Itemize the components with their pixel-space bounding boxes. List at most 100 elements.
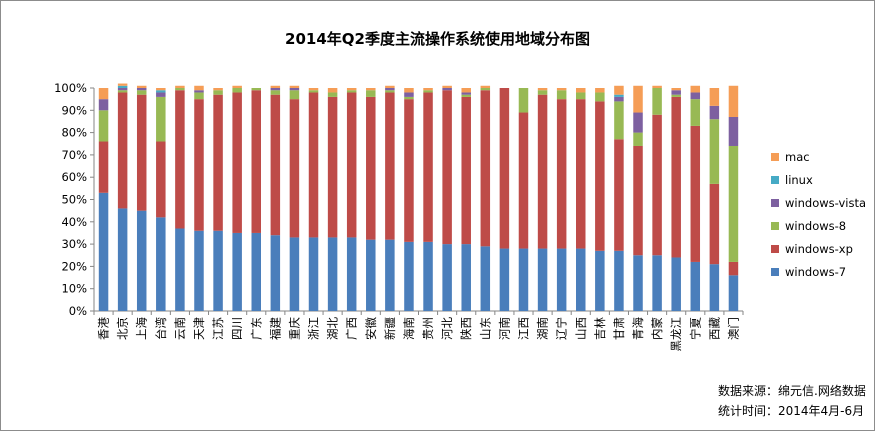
bar-segment-windows-7 (346, 237, 357, 311)
data-source: 数据来源：绵元信.网络数据 (718, 384, 866, 398)
x-tick-label: 青海 (631, 317, 645, 340)
bar-segment-windows-vista (136, 88, 147, 91)
legend-swatch (771, 199, 779, 207)
x-tick-label: 陕西 (459, 317, 473, 340)
bar-segment-mac (308, 88, 319, 91)
bar-stack (346, 88, 357, 311)
x-tick-label: 广东 (249, 317, 263, 340)
bar-segment-windows-8 (98, 110, 109, 142)
bar-segment-windows-7 (232, 232, 242, 311)
bar-segment-windows-8 (690, 99, 701, 126)
bar-segment-windows-8 (671, 94, 681, 97)
bar-segment-windows-8 (346, 90, 357, 93)
bar-segment-windows-xp (633, 145, 643, 256)
x-tick-label: 黑龙江 (669, 317, 683, 352)
bar-segment-windows-xp (232, 92, 242, 233)
bar-segment-mac (614, 85, 624, 95)
bar-segment-windows-xp (671, 96, 681, 258)
x-tick-label: 台湾 (154, 317, 168, 340)
bar-segment-windows-8 (556, 90, 567, 100)
bar-segment-windows-8 (213, 90, 223, 95)
bar-segment-windows-vista (461, 92, 471, 95)
bar-segment-windows-xp (366, 96, 376, 240)
bar-segment-windows-8 (728, 145, 739, 262)
bar-segment-windows-7 (537, 248, 548, 311)
bar-segment-windows-7 (327, 237, 338, 311)
bar-segment-windows-7 (690, 261, 701, 311)
bar-stack (690, 85, 701, 311)
bar-segment-windows-8 (232, 88, 242, 93)
bar-stack (98, 88, 109, 311)
bar-stack (232, 85, 242, 311)
bar-segment-windows-xp (461, 96, 471, 245)
x-tick-label: 澳门 (726, 317, 740, 340)
bar-stack (175, 85, 185, 311)
bar-segment-windows-xp (556, 99, 567, 249)
bar-segment-windows-8 (595, 92, 605, 102)
y-tick-label: 40% (61, 215, 87, 229)
bar-stack (595, 88, 605, 311)
bar-stack (366, 88, 376, 311)
y-tick-label: 80% (61, 126, 87, 140)
bar-segment-windows-8 (614, 101, 624, 140)
x-tick-label: 安徽 (364, 317, 378, 340)
bar-segment-windows-vista (385, 88, 395, 91)
bar-segment-windows-vista (156, 92, 166, 97)
bar-segment-windows-7 (404, 241, 414, 311)
bar-stack (270, 85, 281, 311)
bar-segment-windows-xp (480, 90, 491, 247)
bar-segment-windows-7 (480, 246, 491, 311)
bar-segment-windows-7 (499, 248, 510, 311)
bar-segment-windows-7 (614, 250, 624, 311)
bar-segment-mac (366, 88, 376, 91)
chart-title: 2014年Q2季度主流操作系统使用地域分布图 (285, 30, 590, 48)
x-tick-label: 浙江 (307, 317, 321, 340)
bar-segment-mac (480, 85, 491, 88)
y-tick-label: 50% (61, 193, 87, 207)
y-tick-label: 0% (69, 304, 87, 318)
bar-stack (614, 85, 624, 311)
y-tick-label: 60% (61, 170, 87, 184)
bar-segment-windows-8 (652, 88, 662, 115)
x-tick-label: 湖南 (536, 317, 550, 340)
bar-segment-windows-vista (633, 112, 643, 133)
bar-stack (499, 88, 510, 311)
bar-segment-windows-8 (366, 90, 376, 97)
bar-stack (308, 88, 319, 311)
bar-segment-windows-xp (213, 94, 223, 231)
bar-segment-windows-8 (327, 92, 338, 97)
bar-segment-mac (671, 88, 681, 91)
bar-segment-windows-7 (156, 217, 166, 311)
bar-stack (194, 85, 204, 311)
y-tick-label: 70% (61, 148, 87, 162)
bar-segment-mac (423, 88, 433, 91)
bar-stack (576, 88, 586, 311)
bar-segment-mac (556, 88, 567, 91)
x-tick-label: 湖北 (326, 317, 340, 340)
bar-segment-mac (156, 88, 166, 91)
bar-segment-mac (98, 88, 109, 100)
bar-segment-windows-xp (728, 261, 739, 276)
bar-segment-mac (576, 88, 586, 93)
bar-segment-windows-8 (194, 92, 204, 100)
y-tick-label: 10% (61, 282, 87, 296)
bar-segment-linux (614, 94, 624, 97)
bar-segment-windows-xp (327, 96, 338, 238)
x-tick-label: 海南 (402, 317, 416, 340)
x-tick-label: 宁夏 (688, 317, 702, 340)
x-tick-label: 重庆 (287, 317, 301, 340)
bar-segment-mac (327, 88, 338, 93)
bar-segment-windows-xp (270, 94, 281, 236)
x-tick-label: 新疆 (383, 317, 397, 340)
x-tick-label: 甘肃 (612, 317, 626, 340)
bar-stack (728, 85, 739, 311)
bar-segment-windows-8 (136, 90, 147, 95)
bar-segment-windows-xp (404, 99, 414, 242)
bar-stack (442, 85, 452, 311)
bar-segment-windows-xp (175, 90, 185, 229)
bar-segment-mac (690, 85, 701, 93)
bar-segment-windows-vista (690, 92, 701, 100)
bar-segment-windows-vista (709, 105, 720, 120)
x-tick-label: 江西 (516, 317, 530, 340)
x-tick-label: 河北 (440, 317, 454, 340)
